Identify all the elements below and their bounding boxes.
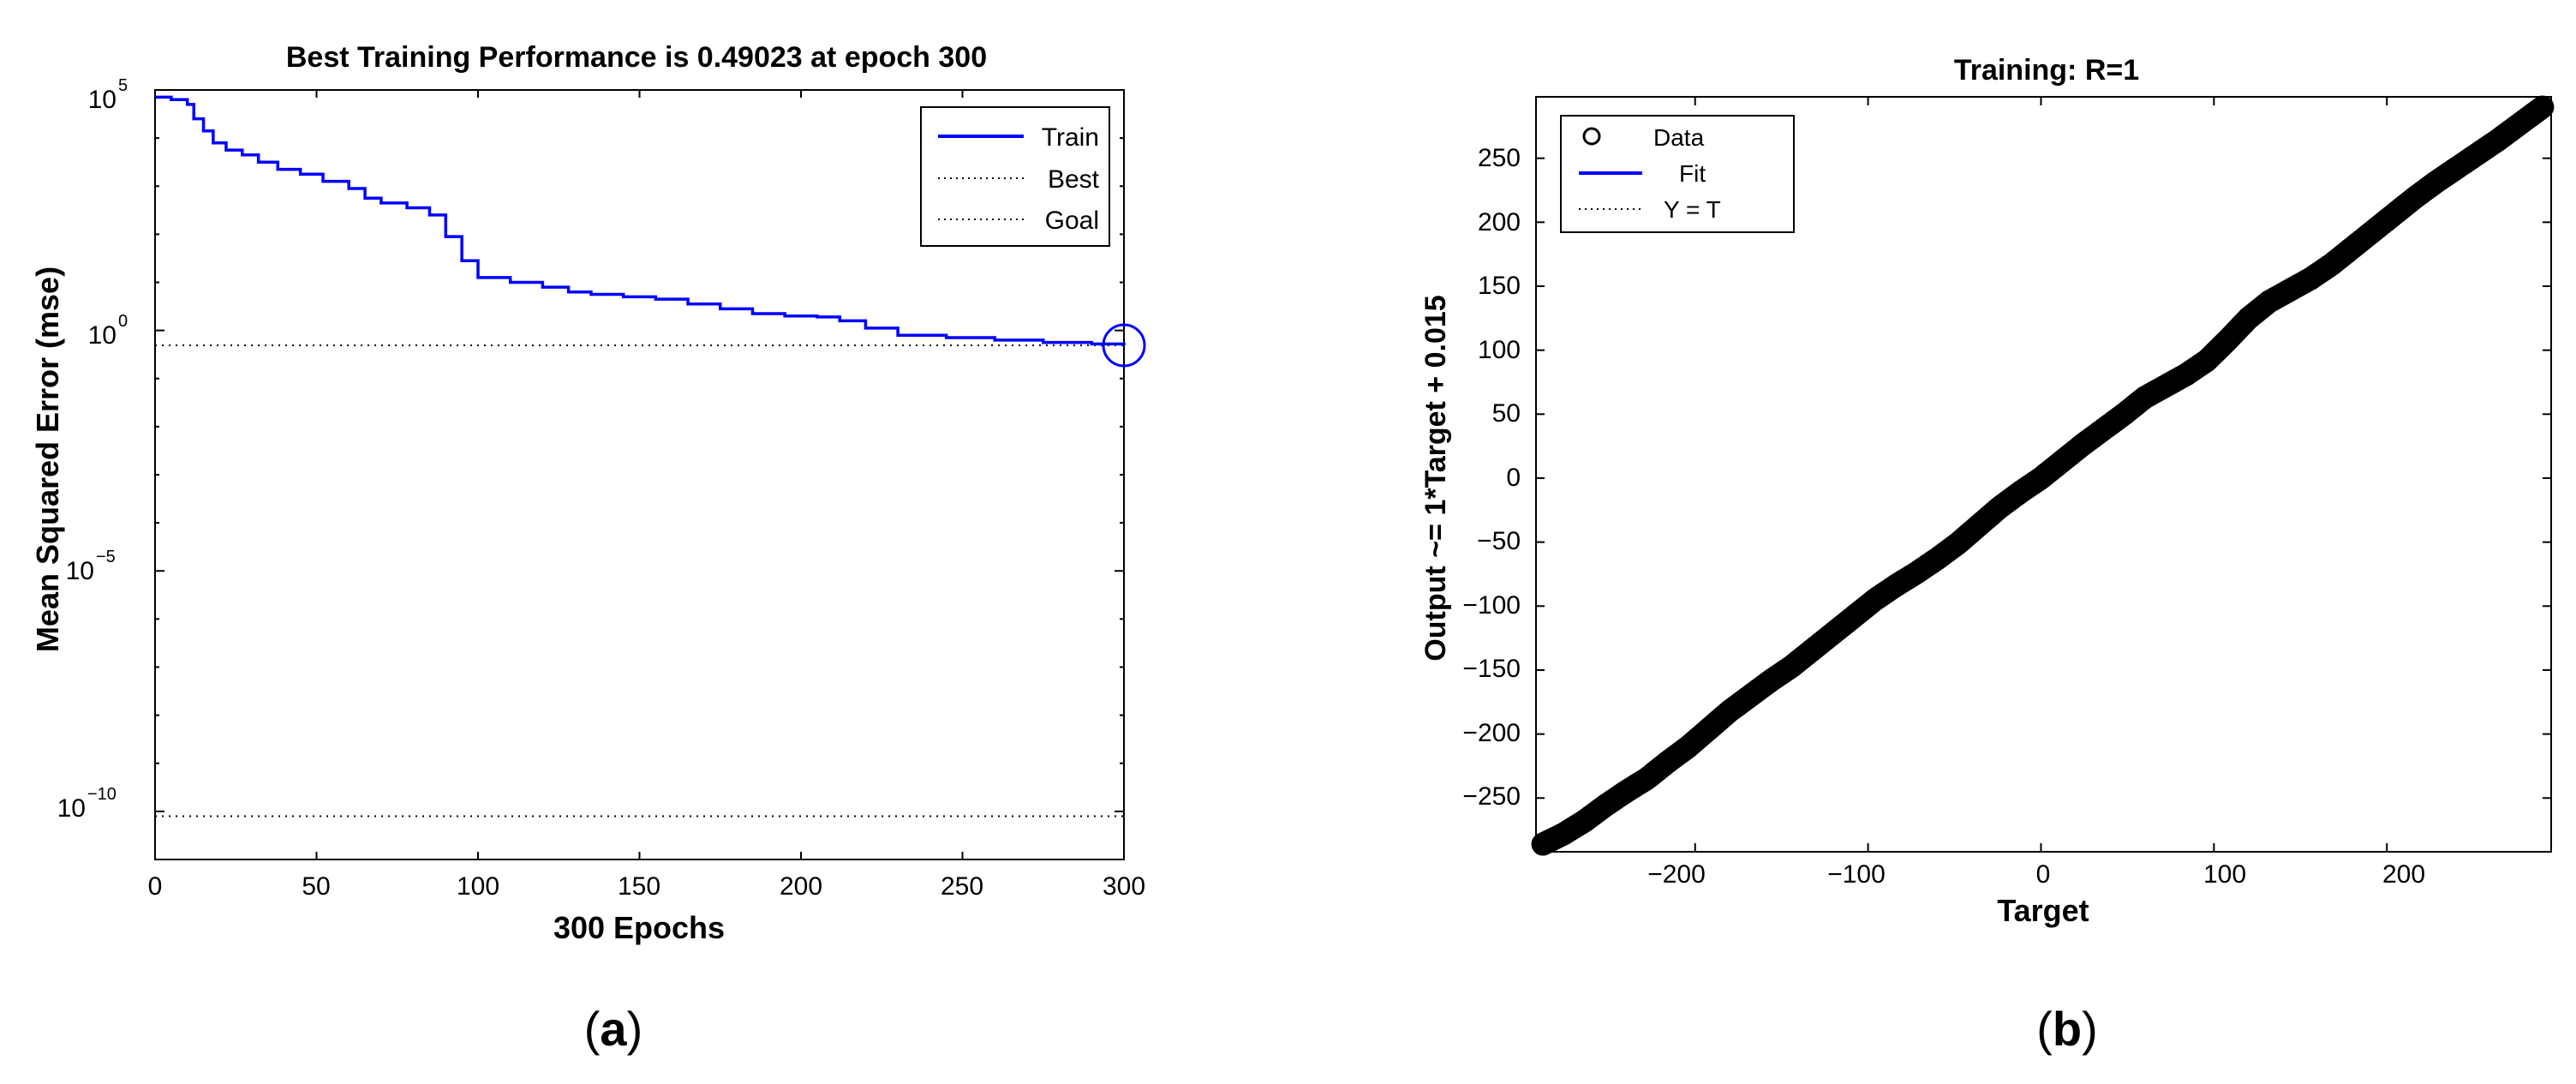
chart-a-legend-label: Best bbox=[1048, 165, 1100, 194]
chart-b-legend-label: Y = T bbox=[1664, 196, 1721, 223]
svg-text:(a): (a) bbox=[584, 1002, 643, 1056]
chart-b-y-tick-label: 50 bbox=[1492, 399, 1521, 428]
chart-b-x-tick-label: 100 bbox=[2203, 860, 2246, 889]
y-tick-exponent: −10 bbox=[87, 785, 117, 804]
legend-swatch-data bbox=[1582, 127, 1601, 146]
chart-b-y-tick-label: 200 bbox=[1478, 208, 1521, 237]
chart-a-best-marker bbox=[1102, 323, 1146, 368]
chart-b-y-tick-label: 150 bbox=[1478, 272, 1521, 300]
chart-b-y-axis-label: Output ~= 1*Target + 0.015 bbox=[1419, 295, 1452, 661]
chart-b-title: Training: R=1 bbox=[1954, 54, 2139, 87]
chart-b-data-points bbox=[1531, 95, 2555, 856]
chart-a-x-tick-label: 50 bbox=[302, 872, 330, 901]
chart-b-y-tick-label: −100 bbox=[1462, 591, 1521, 620]
chart-b-y-tick-label: −50 bbox=[1477, 527, 1521, 555]
chart-b-legend: Data Fit Y = T bbox=[1560, 115, 1795, 233]
chart-a-x-axis-label: 300 Epochs bbox=[553, 910, 725, 945]
panel-letter: a bbox=[600, 1002, 627, 1056]
svg-text:(b): (b) bbox=[2036, 1002, 2098, 1056]
chart-a-legend-box bbox=[920, 106, 1110, 247]
chart-a-y-tick-label: 10 −10 bbox=[57, 785, 117, 823]
chart-b-y-tick-label: 100 bbox=[1478, 336, 1521, 364]
chart-a-y-tick-label: 10 −5 bbox=[66, 548, 116, 585]
panel-label-a: (a) bbox=[584, 1002, 643, 1056]
chart-b-x-tick-label: 200 bbox=[2382, 860, 2425, 889]
chart-a-title: Best Training Performance is 0.49023 at … bbox=[286, 41, 987, 74]
y-tick-exponent: 5 bbox=[118, 76, 128, 95]
chart-a-legend-label: Goal bbox=[1045, 207, 1099, 235]
chart-a-x-tick-label: 150 bbox=[618, 872, 660, 901]
chart-b-x-tick-label: −200 bbox=[1647, 860, 1706, 889]
chart-b-data-point bbox=[2531, 95, 2555, 119]
chart-a-y-tick-label: 10 0 bbox=[88, 312, 129, 350]
y-tick-exponent: 0 bbox=[118, 312, 128, 331]
chart-a-x-tick-label: 200 bbox=[780, 872, 822, 901]
chart-b-x-tick-label: 0 bbox=[2036, 860, 2051, 889]
chart-b-y-tick-label: 250 bbox=[1478, 144, 1521, 172]
chart-a-train-line bbox=[155, 95, 1126, 346]
y-tick-exponent: −5 bbox=[96, 548, 116, 566]
chart-b-x-tick-label: −100 bbox=[1827, 860, 1886, 889]
chart-a-x-tick-label: 100 bbox=[457, 872, 499, 901]
chart-a-y-axis-label: Mean Squared Error (mse) bbox=[30, 267, 65, 652]
y-tick-base: 10 bbox=[88, 86, 117, 114]
chart-b-y-tick-label: −200 bbox=[1462, 719, 1521, 747]
chart-b-legend-label: Fit bbox=[1679, 160, 1706, 187]
chart-b-y-ticks: 250 200 150 100 50 0 −50 −100 −150 −200 … bbox=[1462, 144, 1521, 811]
chart-a-y-ticks: 10 5 10 0 10 −5 10 −10 bbox=[57, 76, 129, 823]
panel-label-b: (b) bbox=[2036, 1002, 2098, 1056]
y-tick-base: 10 bbox=[66, 557, 94, 585]
chart-a-legend: Train Best Goal bbox=[920, 106, 1110, 247]
panel-letter: b bbox=[2053, 1002, 2082, 1056]
chart-b-regression: Training: R=1 −200 −100 0 100 200 250 20… bbox=[1419, 54, 2555, 928]
chart-b-legend-label: Data bbox=[1653, 124, 1705, 151]
chart-a-y-tick-label: 10 5 bbox=[88, 76, 129, 114]
chart-a-x-tick-label: 300 bbox=[1103, 872, 1145, 901]
chart-b-y-tick-label: −250 bbox=[1462, 782, 1521, 811]
chart-b-x-axis-label: Target bbox=[1997, 893, 2089, 928]
chart-a-training-performance: Best Training Performance is 0.49023 at … bbox=[30, 41, 1146, 945]
chart-a-x-tick-label: 250 bbox=[941, 872, 983, 901]
chart-b-x-ticks: −200 −100 0 100 200 bbox=[1647, 860, 2425, 889]
y-tick-base: 10 bbox=[57, 794, 86, 823]
chart-a-legend-label: Train bbox=[1042, 123, 1099, 152]
chart-b-y-tick-label: −150 bbox=[1462, 655, 1521, 683]
y-tick-base: 10 bbox=[88, 321, 117, 350]
chart-b-y-tick-label: 0 bbox=[1506, 464, 1521, 492]
chart-a-x-ticks: 0 50 100 150 200 250 300 bbox=[148, 872, 1145, 901]
chart-a-x-tick-label: 0 bbox=[148, 872, 163, 901]
